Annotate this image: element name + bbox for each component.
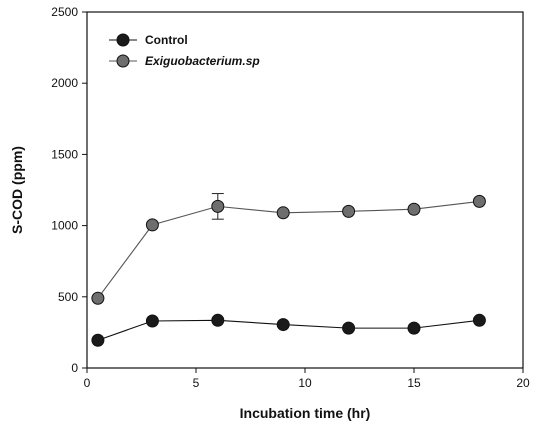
data-point [276, 206, 290, 220]
data-point [91, 291, 105, 305]
data-point [276, 318, 290, 332]
y-axis-title: S-COD (ppm) [9, 146, 25, 234]
x-tick-label: 15 [407, 376, 421, 390]
data-point [472, 194, 486, 208]
y-tick-label: 1000 [51, 219, 78, 233]
ticks: 0 5 10 15 20 0 500 1000 1500 2000 2500 [51, 5, 530, 390]
series-layer [91, 193, 486, 347]
data-point [211, 199, 225, 213]
series-1 [91, 193, 486, 305]
data-point [342, 204, 356, 218]
x-axis-title: Incubation time (hr) [240, 405, 371, 421]
series-0 [91, 313, 486, 347]
data-point [407, 202, 421, 216]
legend-marker-control [116, 33, 130, 47]
y-tick-label: 0 [71, 361, 78, 375]
data-point [91, 333, 105, 347]
y-tick-label: 2000 [51, 76, 78, 90]
data-point [145, 314, 159, 328]
legend: Control Exiguobacterium.sp [109, 33, 260, 68]
data-point [342, 321, 356, 335]
legend-label-exiguobacterium: Exiguobacterium.sp [145, 54, 260, 68]
x-tick-label: 0 [84, 376, 91, 390]
data-point [145, 218, 159, 232]
legend-marker-exiguobacterium [116, 54, 130, 68]
y-tick-label: 1500 [51, 147, 78, 161]
x-tick-label: 10 [298, 376, 312, 390]
data-point [211, 313, 225, 327]
y-tick-label: 500 [58, 290, 78, 304]
data-point [407, 321, 421, 335]
x-tick-label: 20 [516, 376, 530, 390]
y-tick-label: 2500 [51, 5, 78, 19]
x-tick-label: 5 [193, 376, 200, 390]
legend-label-control: Control [145, 33, 188, 47]
data-point [472, 313, 486, 327]
